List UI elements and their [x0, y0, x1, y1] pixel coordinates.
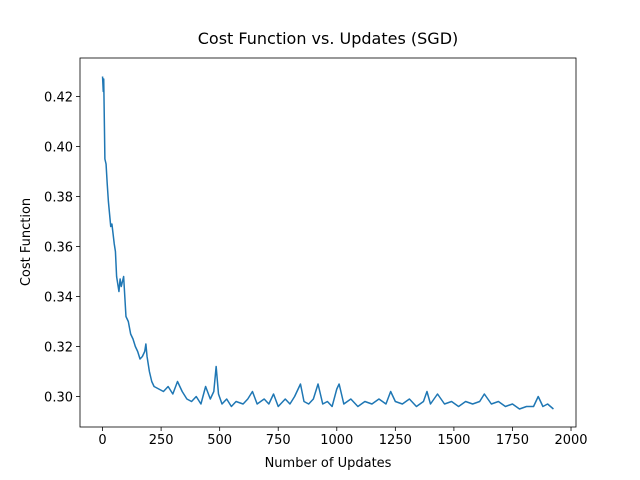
x-axis-label: Number of Updates — [265, 456, 392, 471]
plot-frame — [79, 57, 577, 428]
x-tick-label: 2000 — [554, 433, 587, 448]
y-axis-label: Cost Function — [19, 198, 34, 286]
x-tick-label: 1750 — [496, 433, 529, 448]
x-tick-label: 750 — [266, 433, 291, 448]
chart-title: Cost Function vs. Updates (SGD) — [198, 29, 459, 48]
y-tick-label: 0.36 — [44, 241, 73, 256]
y-tick-label: 0.32 — [44, 341, 73, 356]
y-tick-label: 0.42 — [44, 91, 73, 106]
y-tick-label: 0.40 — [44, 141, 73, 156]
x-tick-label: 500 — [207, 433, 232, 448]
x-tick-label: 250 — [149, 433, 174, 448]
x-tick-label: 1500 — [437, 433, 470, 448]
x-tick-label: 1000 — [320, 433, 353, 448]
y-tick-label: 0.38 — [44, 191, 73, 206]
x-tick-label: 1250 — [379, 433, 412, 448]
y-tick-label: 0.34 — [44, 291, 73, 306]
y-tick-label: 0.30 — [44, 391, 73, 406]
data-line — [101, 76, 554, 410]
x-tick-label: 0 — [98, 433, 106, 448]
